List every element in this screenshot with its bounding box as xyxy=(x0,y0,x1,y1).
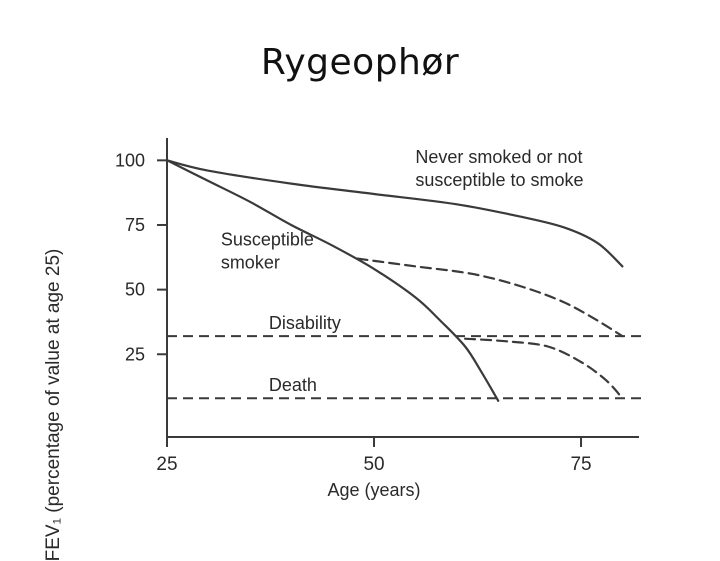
annotation-never-smoked-line-2: susceptible to smoke xyxy=(415,170,583,190)
x-tick-label-75: 75 xyxy=(570,454,591,475)
series-line-4 xyxy=(464,337,624,400)
series-line-3 xyxy=(356,257,624,338)
series-line-1 xyxy=(165,159,624,268)
disability-threshold-label: Disability xyxy=(269,313,341,333)
y-tick-label-100: 100 xyxy=(115,150,145,170)
annotation-susceptible-smoker-line-2: smoker xyxy=(221,253,280,273)
y-tick-label-50: 50 xyxy=(125,280,145,300)
x-axis-label: Age (years) xyxy=(327,480,420,500)
y-axis-label: FEV₁ (percentage of value at age 25) xyxy=(43,249,65,561)
x-tick-label-50: 50 xyxy=(363,454,384,475)
page-title: Rygeophør xyxy=(260,42,460,83)
annotation-never-smoked-line-1: Never smoked or not xyxy=(415,147,582,167)
y-axis-label-text: FEV₁ (percentage of value at age 25) xyxy=(43,248,64,561)
death-threshold-label: Death xyxy=(269,375,317,395)
y-tick-label-25: 25 xyxy=(125,344,145,364)
threshold-lines: Disability Death xyxy=(167,313,641,400)
x-tick-label-25: 25 xyxy=(156,454,177,475)
chart-labels: Never smoked or not susceptible to smoke S… xyxy=(221,147,584,273)
annotation-susceptible-smoker-line-1: Susceptible xyxy=(221,230,314,250)
axes: 100 75 50 25 25 50 75 Age (years) xyxy=(115,138,639,500)
fev1-line-chart: 100 75 50 25 25 50 75 Age (years) Disability Dea… xyxy=(40,110,680,561)
chart-svg: 100 75 50 25 25 50 75 Age (years) Disability Dea… xyxy=(115,138,641,500)
y-tick-label-75: 75 xyxy=(125,215,145,235)
series-lines xyxy=(165,159,624,402)
series-line-2 xyxy=(165,159,500,402)
